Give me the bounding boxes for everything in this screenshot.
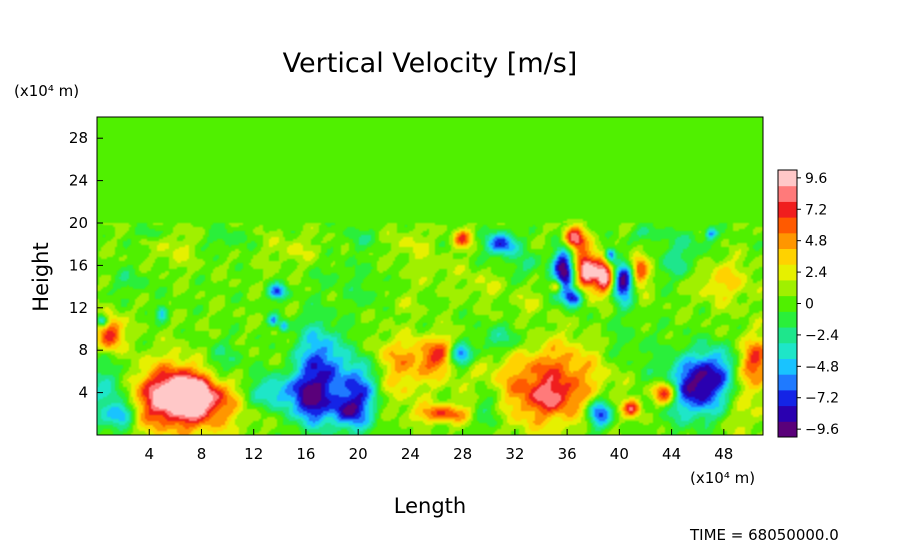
colorbar-swatch	[778, 421, 797, 438]
x-tick-label: 36	[558, 445, 577, 463]
colorbar-swatch	[778, 389, 797, 407]
y-axis-unit-label: (x10⁴ m)	[14, 82, 79, 100]
colorbar-swatch	[778, 232, 797, 250]
x-axis-label: Length	[394, 494, 466, 518]
y-tick-label: 28	[69, 129, 88, 147]
y-tick-label: 24	[69, 172, 88, 190]
colorbar-swatch	[778, 264, 797, 281]
colorbar-tick-label: 4.8	[805, 234, 827, 250]
colorbar-swatch	[778, 405, 797, 422]
x-tick-label: 32	[505, 445, 524, 463]
colorbar-tick-label: −2.4	[805, 328, 839, 344]
time-label: TIME = 68050000.0	[689, 526, 839, 544]
colorbar-ticks: 9.6 7.2 4.8 2.4 0 −2.4 −4.8 −7.2 −9.6	[797, 171, 839, 438]
x-tick-label: 48	[714, 445, 733, 463]
x-tick-label: 20	[349, 445, 368, 463]
colorbar-tick-label: 2.4	[805, 265, 827, 281]
colorbar-swatch	[778, 342, 797, 359]
x-tick-label: 24	[401, 445, 420, 463]
colorbar-tick-label: −7.2	[805, 391, 839, 407]
x-tick-label: 16	[296, 445, 315, 463]
colorbar-swatch	[778, 170, 797, 187]
colorbar	[777, 169, 798, 438]
y-tick-label: 12	[69, 299, 88, 317]
x-axis-ticks: 4 8 12 16 20 24 28 32 36 40 44 48	[144, 429, 733, 463]
x-tick-label: 28	[453, 445, 472, 463]
y-tick-label: 4	[78, 384, 88, 402]
x-tick-label: 8	[197, 445, 207, 463]
x-tick-label: 40	[610, 445, 629, 463]
colorbar-swatch	[778, 311, 797, 328]
x-tick-label: 4	[144, 445, 154, 463]
colorbar-tick-label: −9.6	[805, 422, 839, 438]
y-tick-label: 16	[69, 256, 88, 274]
colorbar-swatch	[778, 185, 797, 202]
y-tick-label: 20	[69, 214, 88, 232]
colorbar-swatch	[778, 358, 797, 375]
colorbar-swatch	[778, 279, 797, 297]
colorbar-swatch	[778, 374, 797, 391]
plot-frame	[96, 116, 764, 436]
y-axis-ticks: 4 8 12 16 20 24 28	[69, 129, 103, 402]
x-axis-unit-label: (x10⁴ m)	[690, 469, 755, 487]
colorbar-swatch	[778, 327, 797, 344]
y-axis-label: Height	[29, 242, 53, 311]
colorbar-tick-label: 7.2	[805, 202, 827, 218]
colorbar-tick-label: −4.8	[805, 359, 839, 375]
colorbar-swatch	[778, 248, 797, 265]
colorbar-tick-label: 9.6	[805, 171, 827, 187]
velocity-heatmap	[97, 117, 763, 435]
x-tick-label: 44	[662, 445, 681, 463]
colorbar-swatch	[778, 217, 797, 234]
colorbar-tick-label: 0	[805, 297, 814, 313]
colorbar-swatch	[778, 201, 797, 218]
chart-title: Vertical Velocity [m/s]	[283, 48, 578, 79]
y-tick-label: 8	[78, 341, 88, 359]
colorbar-swatch	[778, 295, 797, 312]
x-tick-label: 12	[244, 445, 263, 463]
